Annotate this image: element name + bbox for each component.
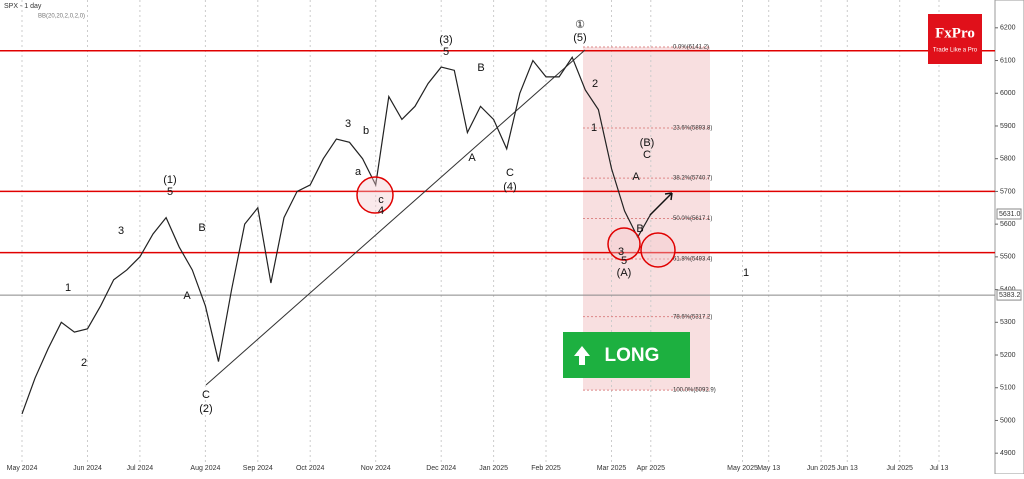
wave-label: ① <box>575 19 585 31</box>
y-tick-label: 5800 <box>1000 156 1016 163</box>
wave-label: 1 <box>65 282 71 294</box>
fib-label: 61.8%(5493.4) <box>673 257 712 263</box>
fib-label: 38.2%(5740.7) <box>673 176 712 182</box>
y-tick-label: 5700 <box>1000 188 1016 195</box>
wave-label: a <box>355 166 362 178</box>
logo-box <box>928 14 982 64</box>
x-tick-label: Jul 2025 <box>886 465 913 472</box>
wave-label: 4 <box>378 205 384 217</box>
plot: May 2024 Jun 2024 Jul 2024 Aug 2024 Sep 2024… <box>0 0 995 472</box>
wave-label: C <box>643 149 651 161</box>
wave-label: 3 <box>345 118 351 130</box>
x-tick-label: Jun 2024 <box>73 465 102 472</box>
logo: FxPro <box>935 25 975 41</box>
x-tick-label: Dec 2024 <box>426 465 456 472</box>
wave-label: A <box>632 171 640 183</box>
wave-label: (3) <box>439 34 452 46</box>
wave-label: A <box>468 152 476 164</box>
wave-label: 1 <box>591 122 597 134</box>
highlight-circle <box>356 176 394 214</box>
y-tick-label: 6200 <box>1000 25 1016 32</box>
x-tick-label: Mar 2025 <box>597 465 627 472</box>
x-tick-label: May 13 <box>757 465 780 472</box>
logo-tagline: Trade Like a Pro <box>933 48 978 54</box>
y-tick-label: 5300 <box>1000 319 1016 326</box>
y-tick-label: 4900 <box>1000 450 1016 457</box>
wave-label: 2 <box>592 78 598 90</box>
x-tick-label: Jun 2025 <box>807 465 836 472</box>
y-tick-label: 5900 <box>1000 123 1016 130</box>
fib-label: 78.6%(5317.2) <box>673 314 712 320</box>
highlight-circle <box>640 232 676 268</box>
price-label: 5631.0 <box>999 211 1021 218</box>
wave-label: b <box>363 125 369 137</box>
price-box <box>996 289 1022 301</box>
fib-label: 23.6%(5893.8) <box>673 126 712 132</box>
wave-label: B <box>477 62 484 74</box>
fib-label: 50.0%(5617.1) <box>673 216 712 222</box>
fib-label: 100.0%(5092.9) <box>673 388 716 394</box>
x-tick-label: Jan 2025 <box>479 465 508 472</box>
wave-label: C <box>506 167 514 179</box>
x-tick-label: Nov 2024 <box>361 465 391 472</box>
x-tick-label: Apr 2025 <box>637 465 666 472</box>
x-tick-label: Jun 13 <box>837 465 858 472</box>
wave-label: c <box>378 194 384 206</box>
price-label: 5383.2 <box>999 292 1021 299</box>
price-box <box>996 208 1022 220</box>
y-tick-label: 6100 <box>1000 57 1016 64</box>
y-tick-label: 5000 <box>1000 417 1016 424</box>
wave-label: 5 <box>443 46 449 58</box>
signal-label: LONG <box>605 345 660 366</box>
y-tick-label: 5500 <box>1000 254 1016 261</box>
y-tick-label: 5100 <box>1000 385 1016 392</box>
wave-label: (B) <box>640 137 655 149</box>
wave-label: B <box>198 222 205 234</box>
projection-arrow <box>649 192 673 216</box>
trend-line <box>205 49 586 386</box>
price-line-series <box>21 55 652 415</box>
wave-label: 5 <box>621 255 627 267</box>
up-arrow <box>574 346 590 365</box>
x-tick-label: Sep 2024 <box>243 465 273 472</box>
indicator-label: BB(20,20,2,0,2,0) <box>38 14 85 20</box>
wave-label: 5 <box>167 186 173 198</box>
x-tick-label: May 2024 <box>7 465 38 472</box>
chart-title: SPX - 1 day <box>4 3 42 10</box>
wave-label: (2) <box>199 403 212 415</box>
wave-label: 1 <box>743 267 749 279</box>
y-tick-label: 5600 <box>1000 221 1016 228</box>
x-tick-label: Jul 2024 <box>127 465 154 472</box>
wave-label: (5) <box>573 32 586 44</box>
wave-label: C <box>202 389 210 401</box>
wave-label: (1) <box>163 174 176 186</box>
wave-label: 3 <box>618 246 624 258</box>
x-tick-label: May 2025 <box>727 465 758 472</box>
highlight-circle <box>607 227 641 261</box>
fib-label: 0.0%(6141.2) <box>673 45 709 51</box>
wave-label: B <box>636 223 643 235</box>
wave-label: (4) <box>503 181 516 193</box>
x-tick-label: Oct 2024 <box>296 465 325 472</box>
y-axis-panel <box>994 0 1024 475</box>
wave-label: (A) <box>617 267 632 279</box>
x-tick-label: Feb 2025 <box>531 465 561 472</box>
wave-label: 3 <box>118 225 124 237</box>
wave-label: A <box>183 290 191 302</box>
wave-label: 2 <box>81 357 87 369</box>
y-tick-label: 5200 <box>1000 352 1016 359</box>
x-tick-label: Jul 13 <box>930 465 949 472</box>
y-tick-label: 6000 <box>1000 90 1016 97</box>
x-tick-label: Aug 2024 <box>190 465 220 472</box>
